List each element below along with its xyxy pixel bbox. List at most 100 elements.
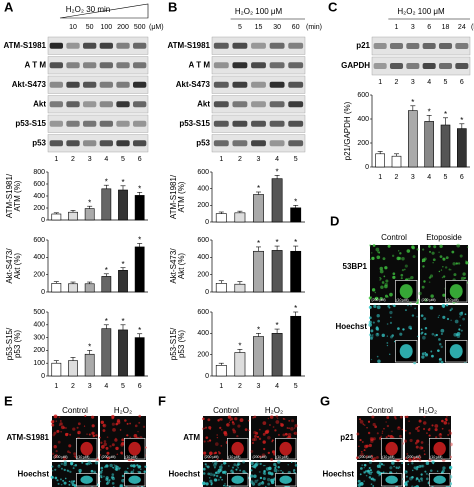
cell-signal — [432, 258, 436, 262]
cell-signal — [420, 446, 424, 450]
cell-signal — [76, 426, 79, 429]
cell-signal — [261, 453, 266, 458]
cell-signal — [465, 261, 469, 265]
cell-signal — [422, 427, 426, 431]
panel-letter: C — [328, 0, 338, 14]
cell-signal — [369, 258, 372, 261]
cell-signal — [242, 460, 246, 464]
cell-signal — [442, 315, 446, 319]
inset-nucleus — [128, 441, 141, 456]
blot-label: p53 — [196, 138, 210, 147]
y-axis-label: ATM-S1981/ — [169, 174, 178, 219]
lane-label: 1 — [378, 79, 382, 86]
cell-signal — [411, 475, 414, 479]
cell-signal — [69, 433, 72, 436]
cell-signal — [56, 429, 60, 433]
x-tick-label: 4 — [427, 174, 431, 181]
blot-band — [438, 63, 453, 69]
cell-signal — [423, 415, 426, 418]
cell-signal — [223, 484, 225, 487]
cell-signal — [451, 250, 455, 254]
cell-signal — [374, 425, 378, 429]
bar — [253, 194, 264, 223]
significance-mark: * — [138, 185, 141, 194]
column-label: Control — [213, 406, 239, 415]
blot-band — [455, 63, 469, 69]
cell-signal — [286, 427, 289, 429]
inset-nucleus — [433, 441, 446, 456]
cell-signal — [59, 478, 62, 481]
cell-signal — [119, 484, 123, 487]
cell-signal — [250, 469, 253, 472]
dose-label: 6 — [427, 24, 431, 31]
blot-band — [49, 42, 63, 49]
blot-band — [373, 43, 387, 49]
x-tick-label: 6 — [138, 383, 142, 390]
cell-signal — [68, 444, 72, 448]
cell-signal — [51, 423, 55, 427]
cell-signal — [252, 465, 256, 468]
cell-signal — [387, 244, 391, 248]
cell-signal — [263, 470, 266, 473]
cell-signal — [372, 244, 376, 247]
cell-signal — [219, 418, 222, 421]
scale-label: (200 μM) — [422, 298, 436, 302]
y-axis-label: p53-S15/ — [5, 327, 14, 360]
cell-signal — [209, 472, 213, 476]
cell-signal — [360, 452, 364, 457]
y-tick-label: 600 — [33, 181, 45, 188]
bar — [84, 353, 95, 377]
cell-signal — [414, 441, 418, 445]
cell-signal — [209, 451, 213, 456]
cell-signal — [454, 319, 459, 324]
cell-signal — [389, 466, 393, 470]
cell-signal — [439, 244, 443, 249]
cell-signal — [415, 467, 419, 471]
cell-signal — [415, 445, 419, 449]
bar — [215, 283, 227, 293]
significance-mark: * — [105, 177, 108, 186]
blot-band — [232, 120, 248, 127]
cell-signal — [204, 463, 207, 466]
cell-signal — [403, 439, 407, 443]
bar — [290, 315, 302, 377]
cell-signal — [412, 458, 415, 461]
blot-band — [213, 101, 229, 108]
cell-signal — [253, 474, 257, 478]
cell-signal — [375, 326, 379, 331]
blot-label: p53-S15 — [15, 119, 46, 128]
cell-signal — [237, 463, 240, 466]
cell-signal — [67, 450, 70, 453]
cell-signal — [292, 470, 295, 473]
cell-signal — [379, 266, 384, 271]
cell-signal — [376, 297, 379, 300]
cell-signal — [232, 428, 235, 432]
cell-signal — [370, 358, 373, 361]
cell-signal — [77, 432, 80, 435]
blot-band — [288, 120, 304, 127]
cell-signal — [218, 452, 221, 455]
cell-signal — [132, 469, 135, 471]
dose-label: 50 — [86, 24, 94, 31]
dose-label: 200 — [117, 24, 129, 31]
cell-signal — [223, 470, 227, 474]
cell-signal — [106, 436, 109, 438]
cell-signal — [367, 469, 370, 473]
cell-signal — [213, 474, 216, 476]
cell-signal — [230, 418, 234, 421]
cell-signal — [433, 334, 437, 337]
cell-signal — [209, 479, 213, 483]
cell-signal — [442, 257, 446, 261]
cell-signal — [207, 440, 210, 443]
cell-signal — [405, 481, 408, 484]
cell-signal — [418, 454, 421, 457]
cell-signal — [425, 461, 429, 465]
cell-signal — [109, 463, 113, 468]
scale-label: (10 μM) — [430, 455, 442, 459]
blot-band — [269, 140, 285, 147]
cell-signal — [294, 427, 296, 429]
cell-signal — [60, 431, 62, 433]
cell-signal — [126, 434, 129, 437]
y-tick-label: 0 — [41, 373, 45, 380]
